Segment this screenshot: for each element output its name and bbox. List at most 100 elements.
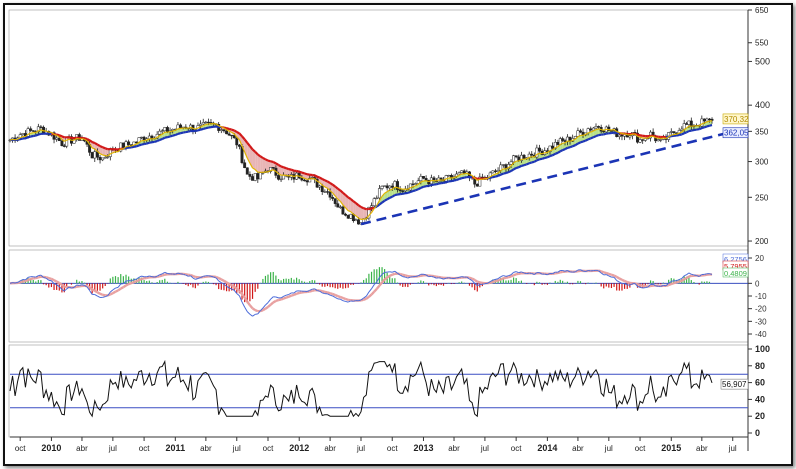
candle-body xyxy=(158,130,162,135)
macd-line-segment xyxy=(521,271,525,274)
x-tick-label: abr xyxy=(448,444,460,453)
macd-line-segment xyxy=(513,271,517,273)
fast-ma-segment xyxy=(678,131,683,134)
slow-ma-segment xyxy=(569,145,574,149)
macd-signal-segment xyxy=(618,277,623,281)
macd-signal-segment xyxy=(309,289,313,293)
slow-ma-segment xyxy=(136,144,140,148)
bear-fill xyxy=(363,208,367,220)
macd-line-segment xyxy=(71,286,75,289)
macd-line-segment xyxy=(213,276,217,279)
slow-ma-segment xyxy=(102,146,106,150)
fast-ma-segment xyxy=(215,123,220,127)
fast-ma-segment xyxy=(368,212,372,216)
fast-ma-segment xyxy=(637,135,641,138)
candle-body xyxy=(323,191,327,193)
macd-line-segment xyxy=(200,275,204,278)
fast-ma-segment xyxy=(698,123,703,127)
fast-ma-segment xyxy=(246,157,251,164)
fast-ma-segment xyxy=(389,188,393,191)
fast-ma-segment xyxy=(564,140,568,144)
slow-ma-segment xyxy=(257,153,262,158)
slow-ma-segment xyxy=(445,180,450,184)
macd-signal-segment xyxy=(391,272,396,276)
fast-ma-segment xyxy=(547,150,551,154)
candle-body xyxy=(705,118,709,122)
candle-body xyxy=(253,173,257,181)
macd-line-segment xyxy=(84,284,88,288)
slow-ma-segment xyxy=(138,143,142,147)
macd-line-segment xyxy=(595,269,599,272)
macd-signal-segment xyxy=(611,273,615,277)
price-tick-label: 550 xyxy=(755,39,769,48)
bear-fill xyxy=(348,197,351,212)
fast-ma-segment xyxy=(482,178,486,180)
fast-ma-segment xyxy=(378,195,383,201)
candle-body xyxy=(419,176,423,182)
candle-body xyxy=(201,122,205,125)
macd-line-segment xyxy=(233,290,238,294)
x-tick-label: 2011 xyxy=(166,443,186,453)
fast-ma-segment xyxy=(701,122,705,125)
rsi-tick-label: 20 xyxy=(755,411,765,421)
candle-body xyxy=(633,132,637,134)
fast-ma-segment xyxy=(324,186,328,189)
fast-ma-segment xyxy=(365,215,370,220)
fast-ma-segment xyxy=(474,177,478,181)
slow-ma-segment xyxy=(233,129,238,133)
x-tick-label: oct xyxy=(263,444,274,453)
macd-signal-segment xyxy=(190,273,194,278)
macd-signal-segment xyxy=(375,284,381,290)
slow-ma-segment xyxy=(342,191,347,196)
macd-signal-segment xyxy=(99,292,104,296)
slow-ma-segment xyxy=(461,176,465,180)
slow-ma-segment xyxy=(177,132,181,135)
macd-line-segment xyxy=(43,276,47,279)
macd-line-segment xyxy=(177,272,181,275)
macd-line-segment xyxy=(159,273,163,276)
macd-line-segment xyxy=(314,288,318,291)
macd-line-segment xyxy=(86,286,91,291)
slow-ma-segment xyxy=(25,136,29,140)
macd-signal-segment xyxy=(360,298,364,302)
macd-line-segment xyxy=(629,283,633,286)
macd-line-segment xyxy=(58,286,63,290)
candle-body xyxy=(349,214,353,219)
fast-ma-segment xyxy=(518,158,522,162)
macd-signal-segment xyxy=(370,290,376,296)
slow-ma-segment xyxy=(195,129,199,133)
macd-line-segment xyxy=(613,276,618,281)
fast-ma-segment xyxy=(399,188,403,190)
slow-ma-segment xyxy=(154,139,158,143)
slow-ma-segment xyxy=(456,178,460,181)
macd-line-segment xyxy=(547,272,551,276)
macd-line-segment xyxy=(608,275,612,278)
candle-body xyxy=(478,176,482,187)
macd-signal-segment xyxy=(135,279,140,283)
macd-line-segment xyxy=(379,274,383,278)
macd-line-segment xyxy=(698,274,703,277)
fast-ma-segment xyxy=(639,136,643,139)
macd-signal-segment xyxy=(249,304,254,310)
slow-ma-segment xyxy=(363,207,367,211)
macd-line-segment xyxy=(425,274,430,278)
candle-body xyxy=(512,155,516,163)
macd-signal-segment xyxy=(102,293,106,297)
slow-ma-segment xyxy=(231,128,235,132)
last-ma-box xyxy=(722,127,749,139)
panel-border xyxy=(8,344,749,438)
fast-ma-segment xyxy=(291,174,295,178)
fast-ma-segment xyxy=(233,133,238,138)
bear-fill xyxy=(330,183,333,193)
macd-signal-segment xyxy=(125,282,130,287)
macd-signal-segment xyxy=(161,273,166,277)
candle-body xyxy=(685,123,689,125)
macd-line-segment xyxy=(365,291,370,297)
fast-ma-segment xyxy=(590,130,594,133)
macd-line-segment xyxy=(510,272,514,276)
candle-body xyxy=(232,135,236,139)
macd-line-segment xyxy=(288,292,292,295)
macd-line-segment xyxy=(637,285,641,288)
slow-ma-segment xyxy=(180,131,184,135)
bear-fill xyxy=(252,149,256,170)
